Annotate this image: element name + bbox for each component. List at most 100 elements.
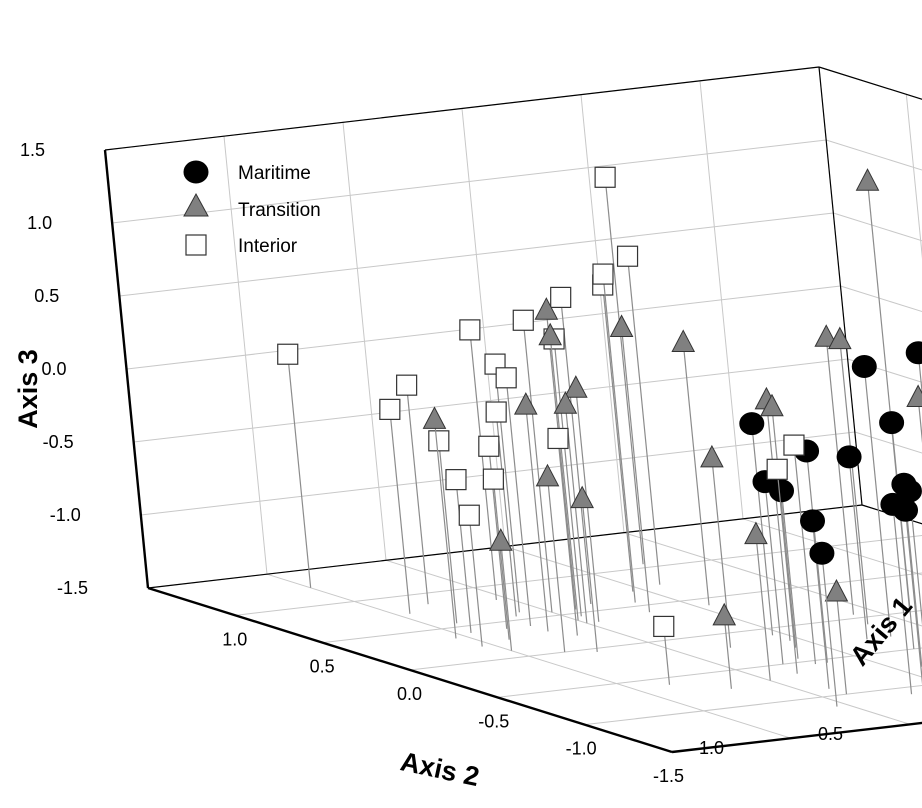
drop-line (406, 385, 429, 605)
tick-label-axis3: 1.5 (20, 140, 45, 160)
data-point-transition (814, 324, 855, 615)
axis-title-axis1: Axis 1 (844, 591, 918, 671)
drop-line (602, 274, 636, 603)
drop-line (904, 510, 922, 685)
drop-line (495, 411, 517, 617)
marker-circle (851, 355, 877, 378)
marker-square (379, 398, 401, 420)
marker-square (653, 615, 675, 638)
marker-square (592, 263, 614, 285)
data-point-transition (488, 528, 513, 651)
marker-square (396, 374, 418, 396)
data-point-maritime (905, 341, 922, 398)
drop-line (821, 553, 838, 707)
marker-square (459, 319, 481, 341)
drop-line (525, 405, 549, 632)
data-point-interior (379, 398, 411, 614)
marker-triangle (824, 578, 849, 602)
axis-title-axis2: Axis 2 (398, 746, 482, 792)
marker-triangle (712, 602, 737, 626)
data-point-maritime (879, 411, 915, 649)
data-marks (277, 166, 922, 707)
tick-labels: -1.5 -1.0 -0.5 0.0 0.5 1.0 1.5 1.0 0.5 0.0 -0.5 -1.… (20, 140, 843, 786)
marker-triangle (827, 326, 852, 350)
data-point-maritime (739, 412, 774, 636)
data-point-transition (422, 406, 457, 639)
axis3-line (103, 149, 150, 589)
drop-line (891, 422, 915, 649)
marker-triangle (422, 406, 447, 429)
drop-line (682, 342, 710, 606)
tick-label-axis1: -1.0 (693, 738, 724, 758)
marker-circle (800, 509, 826, 533)
marker-triangle (534, 297, 559, 320)
data-point-interior (428, 430, 458, 624)
data-point-interior (594, 166, 644, 565)
marker-square (594, 166, 616, 188)
legend-item-interior: Interior (185, 234, 298, 257)
data-point-maritime (851, 355, 892, 637)
data-point-interior (783, 434, 817, 665)
tick-label-axis1: -0.5 (812, 724, 843, 744)
gridline-floor-x (504, 546, 922, 678)
marker-triangle (513, 392, 538, 415)
axis1-line (671, 721, 922, 754)
drop-line (560, 297, 592, 605)
drop-line (776, 469, 798, 674)
drop-line (626, 256, 661, 585)
gridline-left-z (133, 358, 848, 443)
data-point-interior (485, 401, 517, 617)
drop-line (500, 541, 513, 651)
top-edge (104, 66, 820, 151)
marker-triangle (700, 444, 724, 468)
drop-line (835, 591, 848, 695)
legend-label-transition: Transition (238, 200, 321, 221)
data-point-maritime (809, 541, 838, 707)
gridline-back-z (826, 139, 922, 171)
marker-triangle (814, 324, 839, 347)
data-point-transition (827, 326, 869, 625)
data-point-transition (535, 463, 566, 653)
tick-label-axis2: 0.0 (397, 684, 422, 704)
marker-triangle (760, 393, 784, 417)
data-point-interior (592, 263, 636, 603)
drop-line (438, 440, 458, 624)
marker-square (428, 430, 450, 452)
data-point-interior (616, 245, 661, 585)
drop-line (751, 423, 774, 636)
drop-line (908, 491, 922, 626)
gridline-floor-y (409, 609, 922, 671)
data-point-interior (766, 458, 798, 674)
drop-line (755, 534, 771, 681)
marker-square (616, 245, 639, 267)
marker-square (547, 427, 569, 450)
tick-label-axis2: -1.5 (653, 766, 684, 786)
marker-triangle (535, 463, 560, 487)
legend: Maritime Transition Interior (183, 160, 321, 257)
marker-circle (836, 445, 862, 469)
drop-line (602, 284, 634, 592)
data-point-interior (482, 468, 510, 640)
drop-line (771, 406, 797, 648)
gridline-left-z (112, 139, 827, 224)
marker-triangle (855, 168, 880, 191)
data-point-transition (609, 314, 651, 613)
tick-label-axis2: 0.5 (310, 657, 335, 677)
drop-line (553, 338, 582, 617)
marker-triangle (744, 521, 768, 545)
marker-triangle (488, 528, 513, 551)
data-point-interior (459, 319, 497, 601)
tick-label-axis3: 0.5 (34, 286, 59, 306)
marker-circle (739, 412, 765, 436)
legend-marker-square (185, 234, 207, 256)
gridline-back-y (905, 94, 922, 260)
drop-line (492, 479, 510, 640)
data-point-transition (760, 393, 797, 648)
tick-label-axis2: -1.0 (566, 739, 597, 759)
legend-item-maritime: Maritime (183, 160, 311, 184)
gridline-back-z (833, 212, 922, 242)
drop-line (505, 377, 532, 627)
data-point-transition (570, 485, 598, 653)
drop-line (765, 399, 791, 641)
drop-line (469, 329, 497, 601)
